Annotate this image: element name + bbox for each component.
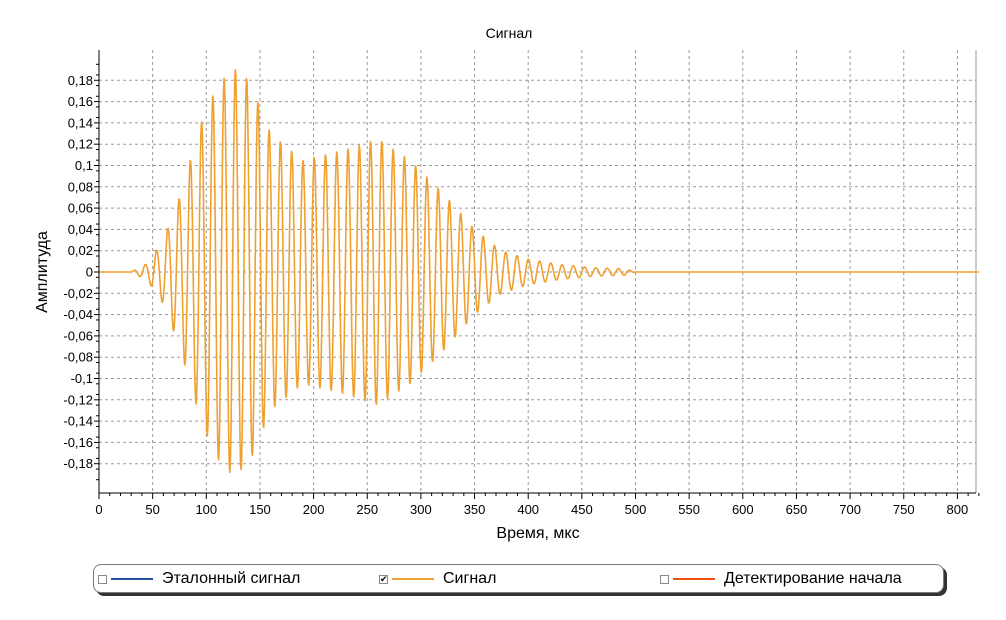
x-tick-label: 300: [410, 502, 432, 517]
y-tick-label: 0,16: [68, 94, 93, 109]
y-tick-label: 0: [86, 265, 93, 280]
y-tick-label: 0,02: [68, 243, 93, 258]
x-tick-label: 50: [145, 502, 159, 517]
y-tick-label: -0,16: [63, 435, 93, 450]
x-tick-label: 250: [356, 502, 378, 517]
y-tick-label: 0,12: [68, 137, 93, 152]
y-tick-label: -0,02: [63, 286, 93, 301]
y-tick-label: -0,14: [63, 414, 93, 429]
x-axis-label: Время, мкс: [496, 525, 579, 542]
legend-label-onset: Детектирование начала: [724, 570, 902, 587]
legend-checkbox-reference[interactable]: [98, 574, 107, 584]
legend-line-reference: [111, 578, 153, 580]
legend-checkbox-signal[interactable]: ✔: [379, 573, 388, 584]
x-tick-label: 750: [893, 502, 915, 517]
y-tick-label: 0,18: [68, 73, 93, 88]
x-tick-label: 0: [95, 502, 102, 517]
y-tick-label: 0,1: [75, 158, 93, 173]
y-tick-label: 0,08: [68, 179, 93, 194]
x-tick-label: 700: [839, 502, 861, 517]
y-axis-label: Амплитуда: [34, 231, 51, 313]
axes: 0 50 100 150 200 250 300 350 400 450 500 550 600 650 7…: [63, 50, 980, 517]
legend-checkbox-onset[interactable]: [660, 574, 669, 584]
legend-label-signal: Сигнал: [443, 570, 497, 587]
legend-line-signal: [392, 578, 434, 580]
legend-line-onset: [673, 578, 715, 580]
legend-item-reference[interactable]: Эталонный сигнал: [98, 569, 300, 589]
y-tick-label: 0,04: [68, 222, 93, 237]
x-tick-label: 200: [303, 502, 325, 517]
series-signal: [98, 69, 980, 474]
x-tick-label: 150: [249, 502, 271, 517]
y-tick-label: -0,1: [71, 371, 93, 386]
x-tick-label: 400: [517, 502, 539, 517]
legend: Эталонный сигнал ✔ Сигнал Детектирование…: [93, 564, 944, 593]
x-tick-label: 800: [947, 502, 969, 517]
y-tick-label: -0,06: [63, 328, 93, 343]
x-tick-label: 550: [678, 502, 700, 517]
y-tick-label: 0,06: [68, 201, 93, 216]
x-tick-label: 600: [732, 502, 754, 517]
legend-item-signal[interactable]: ✔ Сигнал: [379, 569, 496, 589]
signal-line: [98, 69, 980, 474]
legend-item-onset[interactable]: Детектирование начала: [660, 569, 902, 589]
y-tick-label: -0,08: [63, 350, 93, 365]
x-tick-label: 500: [625, 502, 647, 517]
x-tick-label: 450: [571, 502, 593, 517]
y-tick-label: -0,18: [63, 456, 93, 471]
chart-title: Сигнал: [486, 25, 533, 41]
y-tick-label: -0,12: [63, 392, 93, 407]
x-tick-label: 100: [195, 502, 217, 517]
y-tick-label: -0,04: [63, 307, 93, 322]
x-tick-label: 350: [464, 502, 486, 517]
x-tick-label: 650: [786, 502, 808, 517]
y-tick-label: 0,14: [68, 115, 93, 130]
legend-label-reference: Эталонный сигнал: [162, 570, 301, 587]
signal-chart: Сигнал 0 50 100 150 200 250 300 350 400 450 500 550…: [34, 25, 980, 542]
